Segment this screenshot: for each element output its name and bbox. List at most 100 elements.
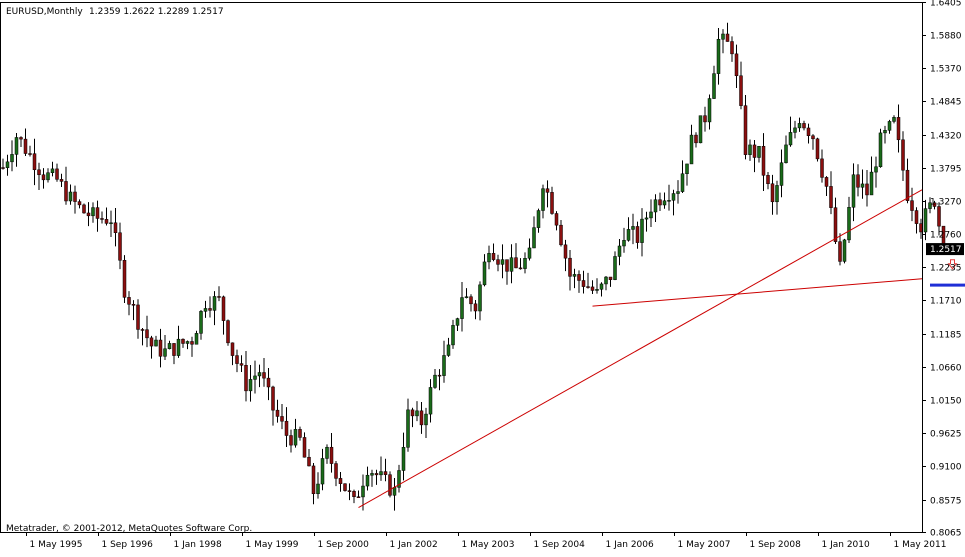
candle-body xyxy=(569,258,572,276)
x-tick-label: 1 May 1995 xyxy=(30,540,83,550)
candle-body xyxy=(200,311,203,333)
candle-body xyxy=(632,226,635,229)
candle-body xyxy=(456,319,459,326)
y-tick-label: 1.4320 xyxy=(930,132,962,142)
candle-body xyxy=(443,355,446,375)
candle-body xyxy=(740,76,743,106)
candle-body xyxy=(371,473,374,475)
candle-body xyxy=(897,117,900,139)
candle-body xyxy=(623,240,626,246)
y-tick-label: 1.0660 xyxy=(930,364,962,374)
candle-body xyxy=(182,339,185,343)
candle-body xyxy=(56,169,59,179)
candle-body xyxy=(465,297,468,298)
candle-body xyxy=(92,208,95,216)
x-tick-label: 1 May 1999 xyxy=(246,540,299,550)
candle-body xyxy=(906,170,909,200)
candle-body xyxy=(222,297,225,321)
candle-body xyxy=(281,416,284,421)
candle-body xyxy=(470,297,473,304)
candle-body xyxy=(821,159,824,178)
candle-body xyxy=(893,117,896,121)
y-tick-label: 1.1185 xyxy=(930,331,962,341)
candle-body xyxy=(218,296,221,297)
candle-body xyxy=(699,116,702,143)
x-tick-label: 1 Jan 1998 xyxy=(174,540,222,550)
candle-body xyxy=(528,248,531,258)
candle-body xyxy=(326,447,329,458)
candle-body xyxy=(785,145,788,163)
candle-body xyxy=(141,329,144,330)
candle-body xyxy=(168,343,171,348)
candle-body xyxy=(650,212,653,218)
y-tick-label: 1.4845 xyxy=(930,98,962,108)
candle-body xyxy=(866,184,869,195)
candle-body xyxy=(74,192,77,202)
candle-body xyxy=(668,200,671,201)
candle-body xyxy=(150,338,153,346)
candle-body xyxy=(636,226,639,242)
y-tick-label: 0.9100 xyxy=(930,463,962,473)
candle-body xyxy=(110,223,113,224)
candle-body xyxy=(551,192,554,213)
candle-body xyxy=(474,304,477,311)
candle-body xyxy=(564,245,567,258)
candle-body xyxy=(834,208,837,242)
candle-body xyxy=(614,256,617,279)
candle-body xyxy=(938,206,941,226)
candle-body xyxy=(195,333,198,344)
candle-body xyxy=(681,174,684,192)
candle-body xyxy=(924,209,927,232)
candle-body xyxy=(380,472,383,475)
candle-body xyxy=(749,145,752,155)
candle-body xyxy=(272,387,275,410)
candle-body xyxy=(6,162,9,168)
candle-body xyxy=(15,137,18,154)
candle-body xyxy=(447,345,450,356)
y-tick-label: 0.9625 xyxy=(930,430,962,440)
candle-body xyxy=(560,225,563,245)
candle-body xyxy=(330,447,333,463)
candle-body xyxy=(762,146,765,175)
candle-body xyxy=(204,308,207,311)
x-tick-label: 1 Sep 2000 xyxy=(318,540,370,550)
candle-body xyxy=(488,253,491,262)
candle-body xyxy=(497,260,500,265)
candle-body xyxy=(362,486,365,497)
candle-body xyxy=(335,464,338,479)
candle-body xyxy=(767,175,770,183)
candle-body xyxy=(29,154,32,155)
y-tick-label: 1.3270 xyxy=(930,198,962,208)
candle-body xyxy=(155,340,158,346)
candle-body xyxy=(690,135,693,164)
candle-body xyxy=(276,410,279,416)
candle-body xyxy=(38,170,41,175)
candle-body xyxy=(627,229,630,240)
candle-body xyxy=(407,410,410,447)
candle-body xyxy=(812,136,815,139)
candle-body xyxy=(60,179,63,181)
candle-body xyxy=(47,173,50,180)
candle-body xyxy=(402,447,405,470)
x-tick-label: 1 Sep 2004 xyxy=(534,540,586,550)
candle-body xyxy=(573,274,576,276)
candle-body xyxy=(119,233,122,261)
candle-body xyxy=(366,475,369,486)
candle-body xyxy=(159,340,162,356)
candle-body xyxy=(618,246,621,256)
y-tick-label: 1.2235 xyxy=(930,264,962,274)
candle-body xyxy=(830,186,833,207)
candle-body xyxy=(537,211,540,228)
candle-body xyxy=(839,242,842,262)
candle-body xyxy=(65,181,68,201)
candle-body xyxy=(546,189,549,193)
y-tick-label: 0.8065 xyxy=(930,529,962,539)
candle-body xyxy=(263,373,266,379)
candle-body xyxy=(803,123,806,128)
candle-body xyxy=(510,258,513,272)
y-tick-label: 1.1710 xyxy=(930,297,962,307)
candle-body xyxy=(425,414,428,425)
